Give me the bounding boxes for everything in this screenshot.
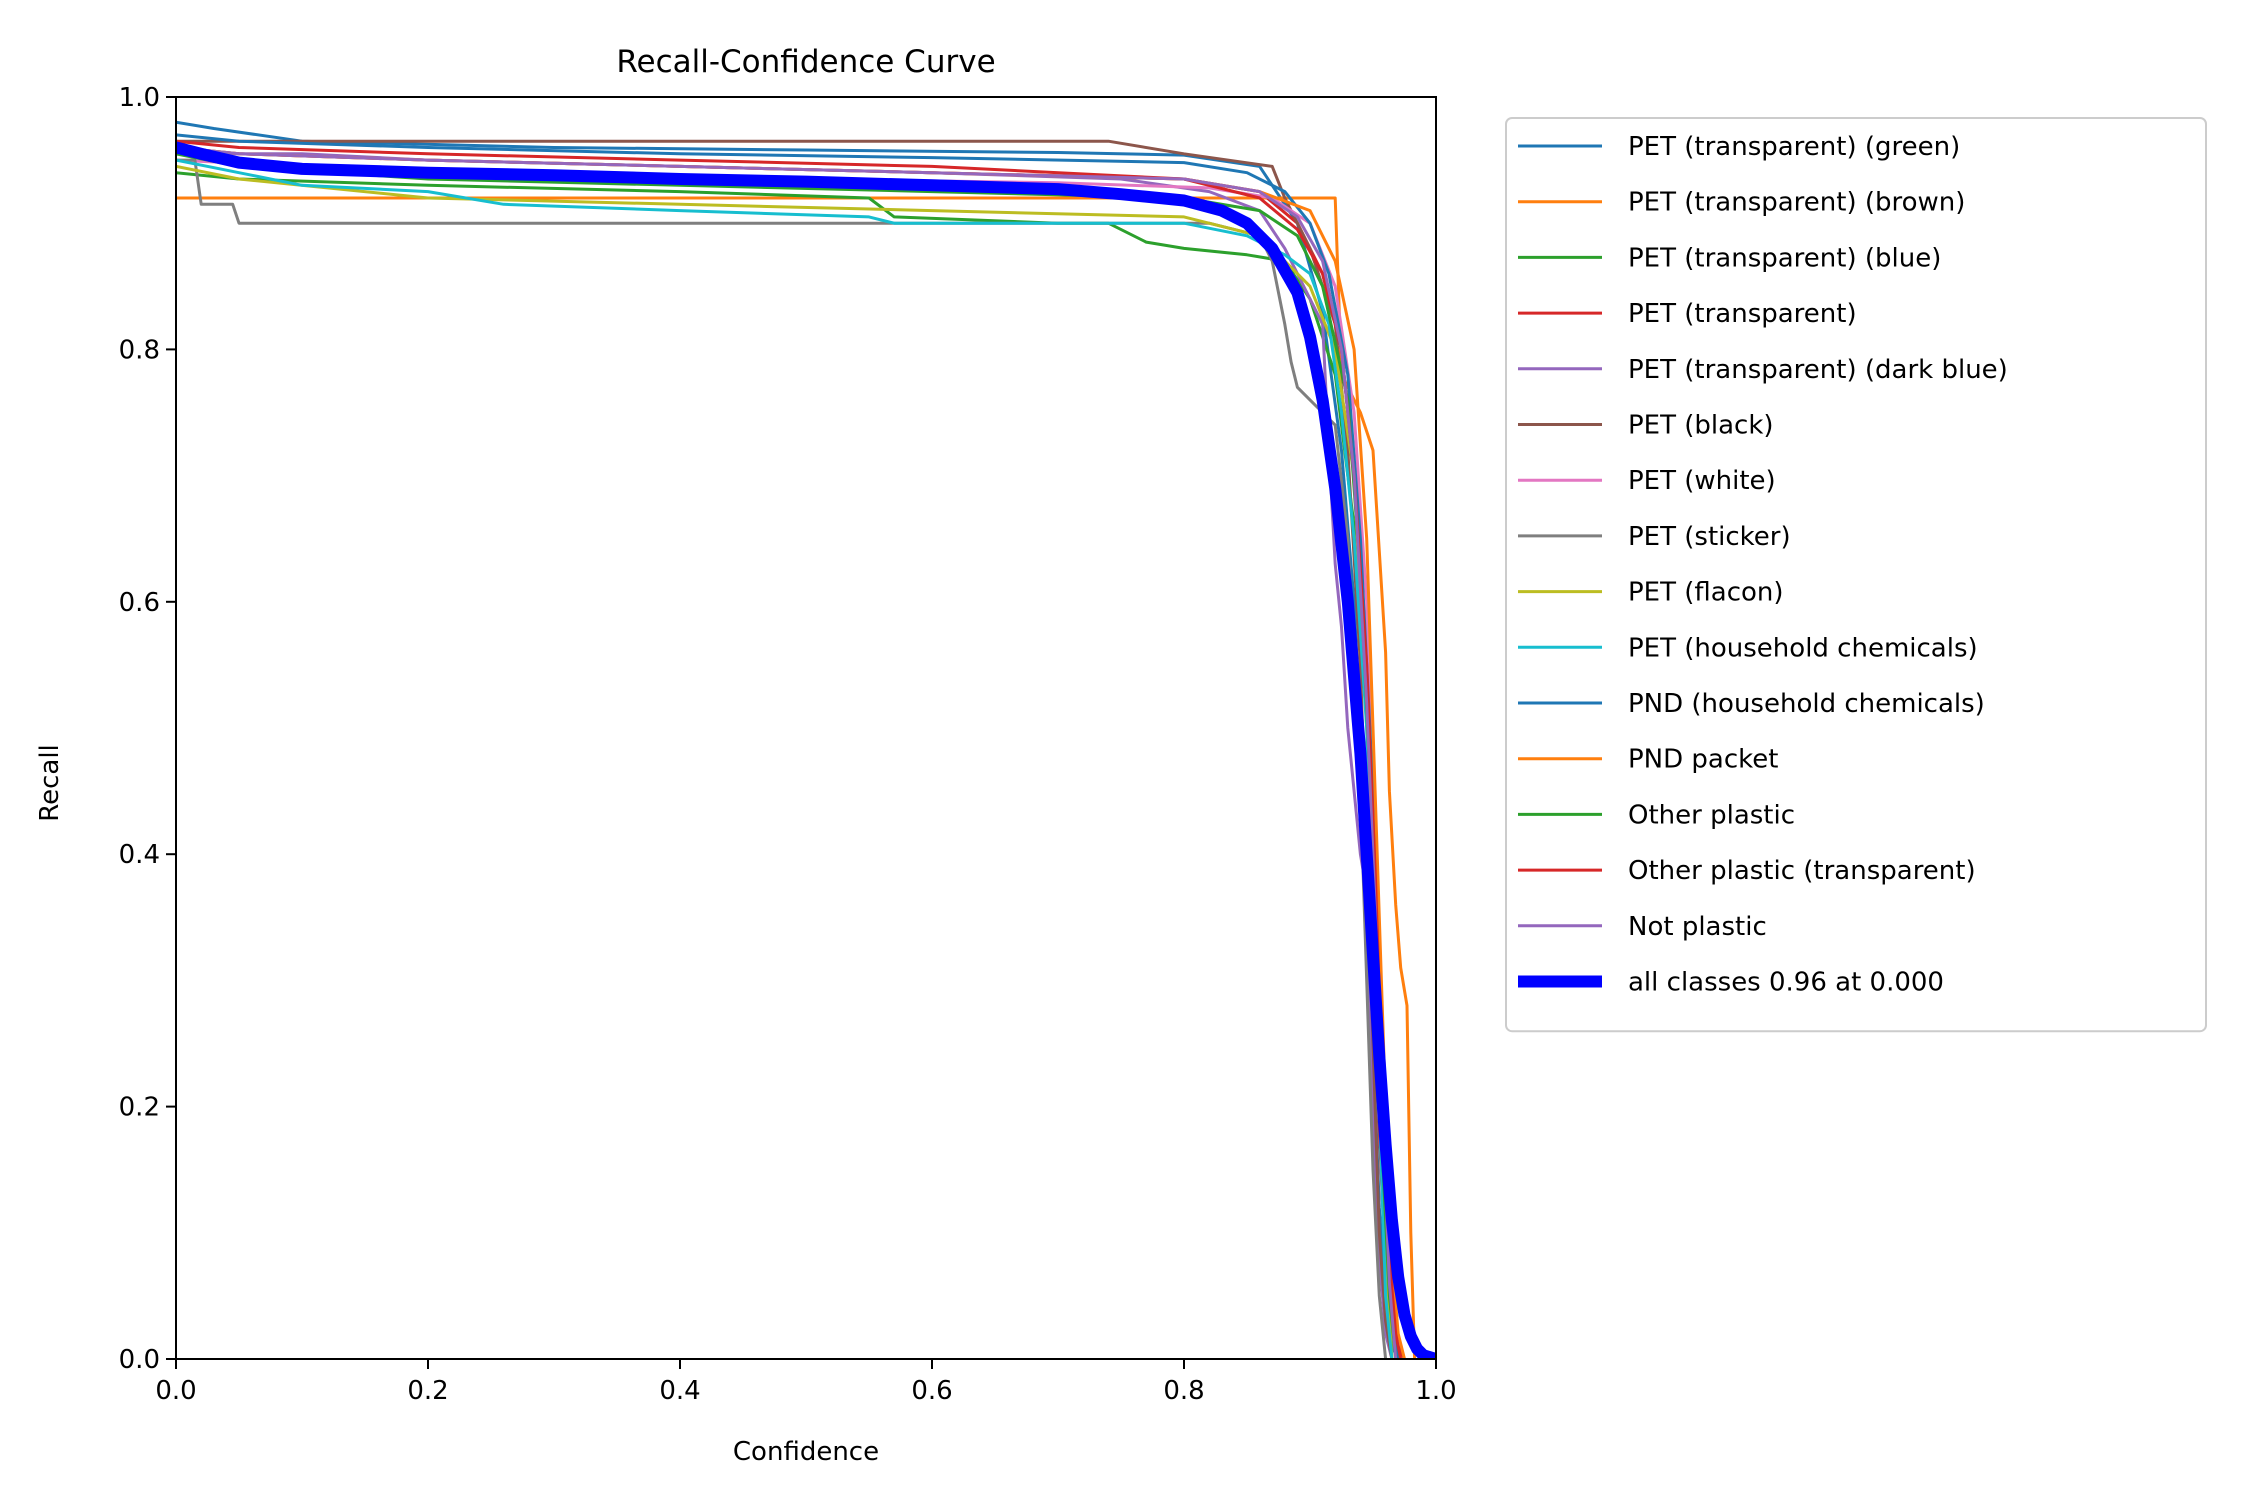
plot-frame bbox=[175, 96, 1437, 1360]
legend-label-2: PET (transparent) (blue) bbox=[1628, 243, 1941, 273]
x-tick-label: 1.0 bbox=[1415, 1376, 1456, 1406]
x-tick-label: 0.2 bbox=[407, 1376, 448, 1406]
x-axis-ticks: 0.0 0.2 0.4 0.6 0.8 1.0 bbox=[155, 1359, 1457, 1406]
legend-frame bbox=[1505, 117, 2207, 1033]
y-tick-label: 0.6 bbox=[119, 588, 160, 618]
y-tick-label: 0.8 bbox=[119, 335, 160, 365]
x-tick-label: 0.0 bbox=[155, 1376, 196, 1406]
legend-label-14: Not plastic bbox=[1628, 912, 1767, 942]
y-tick-label: 1.0 bbox=[119, 83, 160, 113]
y-tick-label: 0.4 bbox=[119, 840, 160, 870]
legend: PET (transparent) (green) PET (transparen… bbox=[1505, 117, 2207, 1033]
x-tick-label: 0.8 bbox=[1163, 1376, 1204, 1406]
legend-label-7: PET (sticker) bbox=[1628, 522, 1791, 552]
legend-label-1: PET (transparent) (brown) bbox=[1628, 188, 1965, 218]
legend-label-11: PND packet bbox=[1628, 745, 1778, 775]
legend-label-12: Other plastic bbox=[1628, 800, 1795, 830]
chart-title: Recall-Confidence Curve bbox=[616, 44, 995, 80]
y-axis-ticks: 0.0 0.2 0.4 0.6 0.8 1.0 bbox=[119, 83, 176, 1375]
legend-label-8: PET (flacon) bbox=[1628, 578, 1784, 608]
x-tick-label: 0.6 bbox=[911, 1376, 952, 1406]
legend-label-13: Other plastic (transparent) bbox=[1628, 856, 1976, 886]
legend-label-0: PET (transparent) (green) bbox=[1628, 132, 1960, 162]
series-layer bbox=[176, 120, 1436, 1359]
x-axis-label: Confidence bbox=[733, 1437, 879, 1467]
legend-label-5: PET (black) bbox=[1628, 411, 1774, 441]
legend-label-15: all classes 0.96 at 0.000 bbox=[1628, 968, 1944, 998]
legend-label-9: PET (household chemicals) bbox=[1628, 633, 1978, 663]
legend-label-10: PND (household chemicals) bbox=[1628, 689, 1985, 719]
legend-label-3: PET (transparent) bbox=[1628, 299, 1857, 329]
series-line-15 bbox=[176, 141, 1436, 1359]
legend-label-6: PET (white) bbox=[1628, 466, 1776, 496]
series-line-5 bbox=[176, 139, 1394, 1359]
y-tick-label: 0.2 bbox=[119, 1093, 160, 1123]
x-tick-label: 0.4 bbox=[659, 1376, 700, 1406]
y-axis-label: Recall bbox=[35, 744, 65, 822]
legend-label-4: PET (transparent) (dark blue) bbox=[1628, 355, 2008, 385]
y-tick-label: 0.0 bbox=[119, 1345, 160, 1375]
plot-area bbox=[175, 96, 1437, 1360]
series-line-1 bbox=[176, 196, 1417, 1359]
